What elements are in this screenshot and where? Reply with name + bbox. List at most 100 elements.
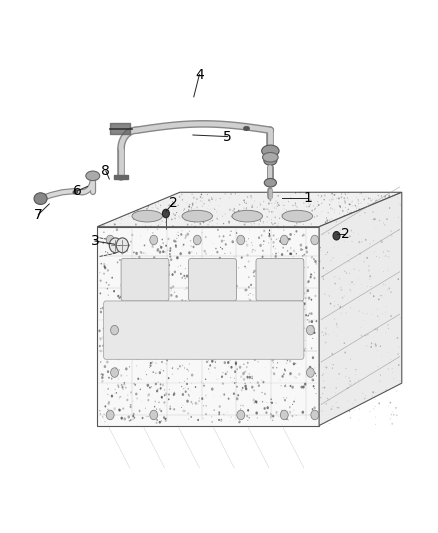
Circle shape: [168, 205, 169, 206]
Circle shape: [310, 273, 312, 276]
Circle shape: [277, 192, 278, 193]
Circle shape: [247, 409, 249, 411]
Circle shape: [292, 415, 293, 417]
Circle shape: [147, 351, 148, 352]
Circle shape: [255, 306, 258, 309]
Circle shape: [211, 421, 213, 423]
Circle shape: [129, 366, 130, 367]
Circle shape: [111, 277, 113, 279]
Circle shape: [383, 222, 384, 223]
Circle shape: [272, 419, 273, 421]
Circle shape: [146, 273, 148, 276]
Circle shape: [254, 358, 256, 361]
Circle shape: [192, 404, 193, 405]
Circle shape: [198, 217, 199, 220]
Circle shape: [224, 356, 226, 358]
Text: 5: 5: [223, 130, 232, 143]
Circle shape: [181, 386, 182, 387]
Circle shape: [124, 247, 127, 250]
Circle shape: [311, 332, 312, 334]
Circle shape: [225, 373, 227, 375]
Circle shape: [302, 327, 304, 329]
Circle shape: [120, 417, 123, 419]
Circle shape: [286, 210, 287, 211]
Circle shape: [114, 340, 116, 342]
Circle shape: [375, 345, 377, 346]
Circle shape: [355, 369, 357, 370]
Circle shape: [307, 237, 308, 238]
Circle shape: [146, 374, 147, 375]
Circle shape: [364, 259, 365, 260]
Circle shape: [246, 268, 247, 269]
Circle shape: [383, 271, 384, 272]
Circle shape: [331, 192, 333, 195]
Circle shape: [344, 200, 346, 202]
Circle shape: [115, 389, 116, 390]
Circle shape: [170, 316, 172, 318]
Circle shape: [314, 209, 315, 211]
Circle shape: [129, 340, 130, 342]
Circle shape: [136, 365, 137, 367]
Circle shape: [243, 301, 245, 304]
Circle shape: [349, 410, 350, 412]
Circle shape: [242, 387, 244, 389]
Circle shape: [272, 254, 273, 255]
Circle shape: [203, 265, 204, 266]
Circle shape: [118, 290, 119, 291]
Circle shape: [164, 260, 167, 263]
Circle shape: [290, 233, 292, 236]
Circle shape: [242, 374, 244, 375]
Circle shape: [244, 266, 246, 268]
Circle shape: [167, 329, 168, 330]
Circle shape: [335, 283, 336, 285]
Circle shape: [289, 375, 290, 376]
Circle shape: [283, 373, 285, 375]
Circle shape: [334, 276, 336, 278]
Circle shape: [154, 269, 155, 270]
Circle shape: [293, 297, 295, 299]
Circle shape: [389, 195, 390, 197]
Circle shape: [141, 378, 142, 380]
Circle shape: [347, 387, 349, 389]
Circle shape: [297, 263, 300, 265]
Circle shape: [374, 328, 376, 330]
Circle shape: [258, 272, 261, 275]
Circle shape: [378, 298, 380, 301]
Circle shape: [272, 241, 275, 244]
Circle shape: [170, 287, 172, 289]
Circle shape: [225, 281, 227, 283]
Circle shape: [273, 362, 274, 364]
Circle shape: [334, 194, 335, 196]
Circle shape: [102, 306, 104, 309]
Circle shape: [198, 400, 200, 402]
Circle shape: [330, 303, 331, 304]
Circle shape: [312, 331, 315, 334]
Circle shape: [146, 222, 147, 223]
Circle shape: [296, 209, 297, 211]
Circle shape: [300, 354, 302, 357]
Circle shape: [162, 328, 163, 331]
Circle shape: [131, 405, 132, 406]
Circle shape: [192, 256, 193, 257]
Circle shape: [246, 241, 247, 242]
Circle shape: [152, 302, 153, 303]
Circle shape: [211, 198, 213, 200]
Circle shape: [302, 349, 305, 352]
Text: 8: 8: [102, 164, 110, 178]
Circle shape: [337, 378, 338, 379]
Circle shape: [287, 250, 288, 252]
Circle shape: [317, 206, 318, 207]
Circle shape: [377, 309, 378, 310]
Circle shape: [140, 236, 141, 237]
Circle shape: [333, 199, 334, 200]
Circle shape: [146, 339, 148, 341]
Circle shape: [283, 397, 284, 399]
Circle shape: [346, 388, 347, 389]
Circle shape: [117, 302, 119, 304]
Circle shape: [327, 398, 328, 399]
Circle shape: [289, 219, 290, 220]
Circle shape: [342, 207, 343, 208]
Circle shape: [253, 390, 255, 391]
Circle shape: [238, 267, 239, 269]
Circle shape: [300, 386, 303, 389]
